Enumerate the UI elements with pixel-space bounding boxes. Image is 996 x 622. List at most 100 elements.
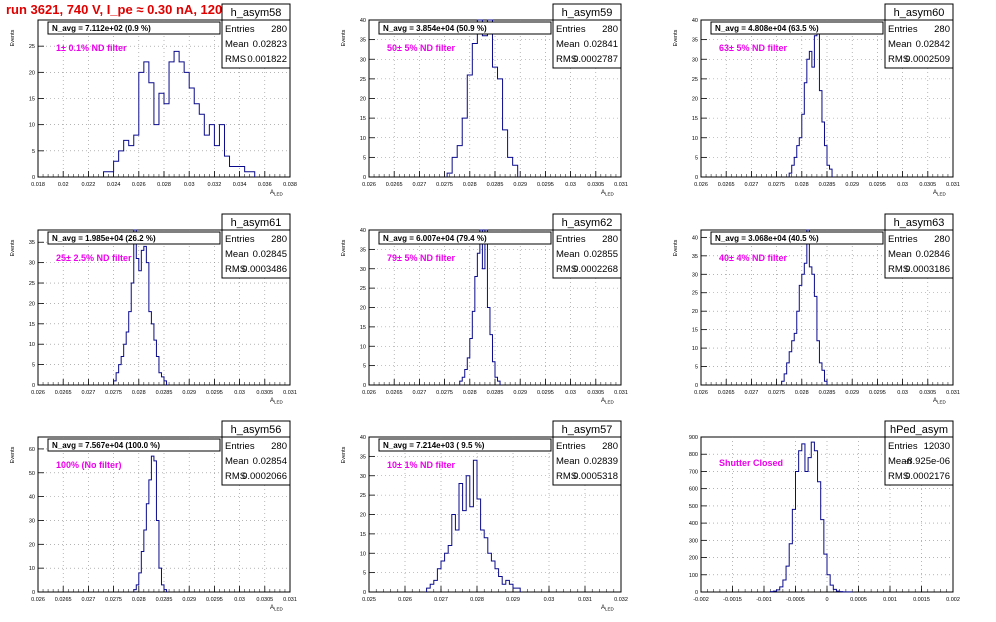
stats-value: 280 xyxy=(602,441,618,452)
x-tick-label: 0.018 xyxy=(31,182,45,188)
y-tick-label: 35 xyxy=(360,38,366,44)
x-tick-label: 0.028 xyxy=(795,182,809,188)
navg-box xyxy=(47,21,221,35)
histogram-panel-h_asym62: 0.026 0.0265 0.027 0.0275 0.028 0.0285 0.029 0.… xyxy=(341,213,628,405)
stats-label: Mean xyxy=(888,39,912,50)
y-tick-label: 5 xyxy=(363,155,366,161)
y-tick-label: 10 xyxy=(360,136,366,142)
histogram-panel-h_asym61: 0.026 0.0265 0.027 0.0275 0.028 0.0285 0.029 0.… xyxy=(10,213,297,405)
histogram-panel-h_asym63: 0.026 0.0265 0.027 0.0275 0.028 0.0285 0.029 0.… xyxy=(673,213,960,405)
x-tick-label: 0.038 xyxy=(283,182,297,188)
y-tick-label: 25 xyxy=(360,493,366,499)
x-tick-label: 0.029 xyxy=(513,390,527,396)
filter-label: Shutter Closed xyxy=(719,458,783,468)
x-tick-label: 0.029 xyxy=(845,390,859,396)
histogram-panel-h_asym56: 0.026 0.0265 0.027 0.0275 0.028 0.0285 0.029 0.… xyxy=(10,420,297,612)
y-tick-label: 50 xyxy=(29,471,35,477)
y-tick-label: 20 xyxy=(360,513,366,519)
x-axis-label: ALED xyxy=(933,398,947,405)
x-tick-label: 0.026 xyxy=(31,390,45,396)
stats-value: 0.0003486 xyxy=(242,264,287,275)
navg-label: N_avg = 7.214e+03 ( 9.5 %) xyxy=(383,441,485,450)
x-tick-label: 0.027 xyxy=(82,597,96,603)
y-tick-label: 30 xyxy=(360,474,366,480)
stats-value: 0.02841 xyxy=(584,39,618,50)
navg-label: N_avg = 3.854e+04 (50.9 %) xyxy=(383,24,487,33)
stats-value: 280 xyxy=(271,234,287,245)
stats-label: Mean xyxy=(888,456,912,467)
x-tick-label: 0.031 xyxy=(283,390,297,396)
y-tick-label: 600 xyxy=(689,487,698,493)
x-tick-label: 0.026 xyxy=(362,182,376,188)
x-tick-label: 0.0285 xyxy=(156,390,173,396)
y-tick-label: 10 xyxy=(29,342,35,348)
x-tick-label: 0.029 xyxy=(513,182,527,188)
x-tick-label: 0.03 xyxy=(234,390,245,396)
stats-box xyxy=(552,420,622,486)
x-tick-label: 0.03 xyxy=(897,182,908,188)
stats-label: RMS xyxy=(556,54,577,65)
y-axis-label: Events xyxy=(10,239,16,256)
stats-label: Mean xyxy=(225,249,249,260)
y-tick-label: 10 xyxy=(29,566,35,572)
x-tick-label: 0.029 xyxy=(182,390,196,396)
x-tick-label: 0.031 xyxy=(614,182,628,188)
stats-value: 0.02845 xyxy=(253,249,287,260)
x-tick-label: 0.026 xyxy=(132,182,146,188)
x-tick-label: -0.0015 xyxy=(723,597,742,603)
y-tick-label: 15 xyxy=(692,328,698,334)
y-tick-label: 20 xyxy=(29,70,35,76)
x-tick-label: -0.001 xyxy=(756,597,772,603)
x-tick-label: 0.0285 xyxy=(487,390,504,396)
y-tick-label: 40 xyxy=(29,495,35,501)
x-tick-label: 0.0265 xyxy=(55,597,72,603)
x-tick-label: 0.028 xyxy=(463,182,477,188)
x-tick-label: 0.0265 xyxy=(718,182,735,188)
stats-label: RMS xyxy=(888,471,909,482)
x-tick-label: 0.026 xyxy=(31,597,45,603)
navg-label: N_avg = 3.068e+04 (40.5 %) xyxy=(715,234,819,243)
stats-label: RMS xyxy=(225,264,246,275)
stats-value: 280 xyxy=(934,234,950,245)
x-tick-label: 0.02 xyxy=(58,182,69,188)
stats-label: Mean xyxy=(225,456,249,467)
y-tick-label: 35 xyxy=(29,240,35,246)
y-tick-label: 10 xyxy=(692,136,698,142)
navg-label: N_avg = 7.567e+04 (100.0 %) xyxy=(52,441,160,450)
y-tick-label: 200 xyxy=(689,556,698,562)
navg-label: N_avg = 4.808e+04 (63.5 %) xyxy=(715,24,819,33)
x-tick-label: 0.028 xyxy=(470,597,484,603)
histogram-series xyxy=(113,229,168,385)
x-tick-label: 0.027 xyxy=(413,182,427,188)
y-tick-label: 10 xyxy=(692,346,698,352)
filter-label: 25± 2.5% ND filter xyxy=(56,253,132,263)
histogram-name: h_asym63 xyxy=(894,217,945,229)
stats-label: Mean xyxy=(888,249,912,260)
histogram-series xyxy=(426,459,521,592)
x-tick-label: 0.028 xyxy=(463,390,477,396)
x-axis-label: ALED xyxy=(601,398,615,405)
y-tick-label: 35 xyxy=(360,454,366,460)
x-tick-label: 0.0305 xyxy=(919,390,936,396)
x-axis-label: ALED xyxy=(601,190,615,197)
x-tick-label: 0.022 xyxy=(82,182,96,188)
stats-value: 0.02846 xyxy=(916,249,950,260)
x-tick-label: 0.034 xyxy=(233,182,247,188)
x-tick-label: 0.031 xyxy=(946,390,960,396)
y-tick-label: 500 xyxy=(689,504,698,510)
stats-label: Mean xyxy=(556,39,580,50)
x-tick-label: 0.024 xyxy=(107,182,121,188)
y-tick-label: 60 xyxy=(29,447,35,453)
y-tick-label: 20 xyxy=(692,97,698,103)
y-tick-label: 25 xyxy=(29,44,35,50)
stats-label: RMS xyxy=(888,264,909,275)
x-axis-label: ALED xyxy=(270,605,284,612)
x-tick-label: 0.0305 xyxy=(256,390,273,396)
navg-box xyxy=(710,231,884,245)
stats-label: Entries xyxy=(888,234,918,245)
histogram-panel-h_asym59: 0.026 0.0265 0.027 0.0275 0.028 0.0285 0.029 0.… xyxy=(341,3,628,197)
histogram-name: h_asym61 xyxy=(231,217,282,229)
plot-frame xyxy=(37,229,291,386)
y-tick-label: 0 xyxy=(695,383,698,389)
histogram-name: hPed_asym xyxy=(890,424,948,436)
